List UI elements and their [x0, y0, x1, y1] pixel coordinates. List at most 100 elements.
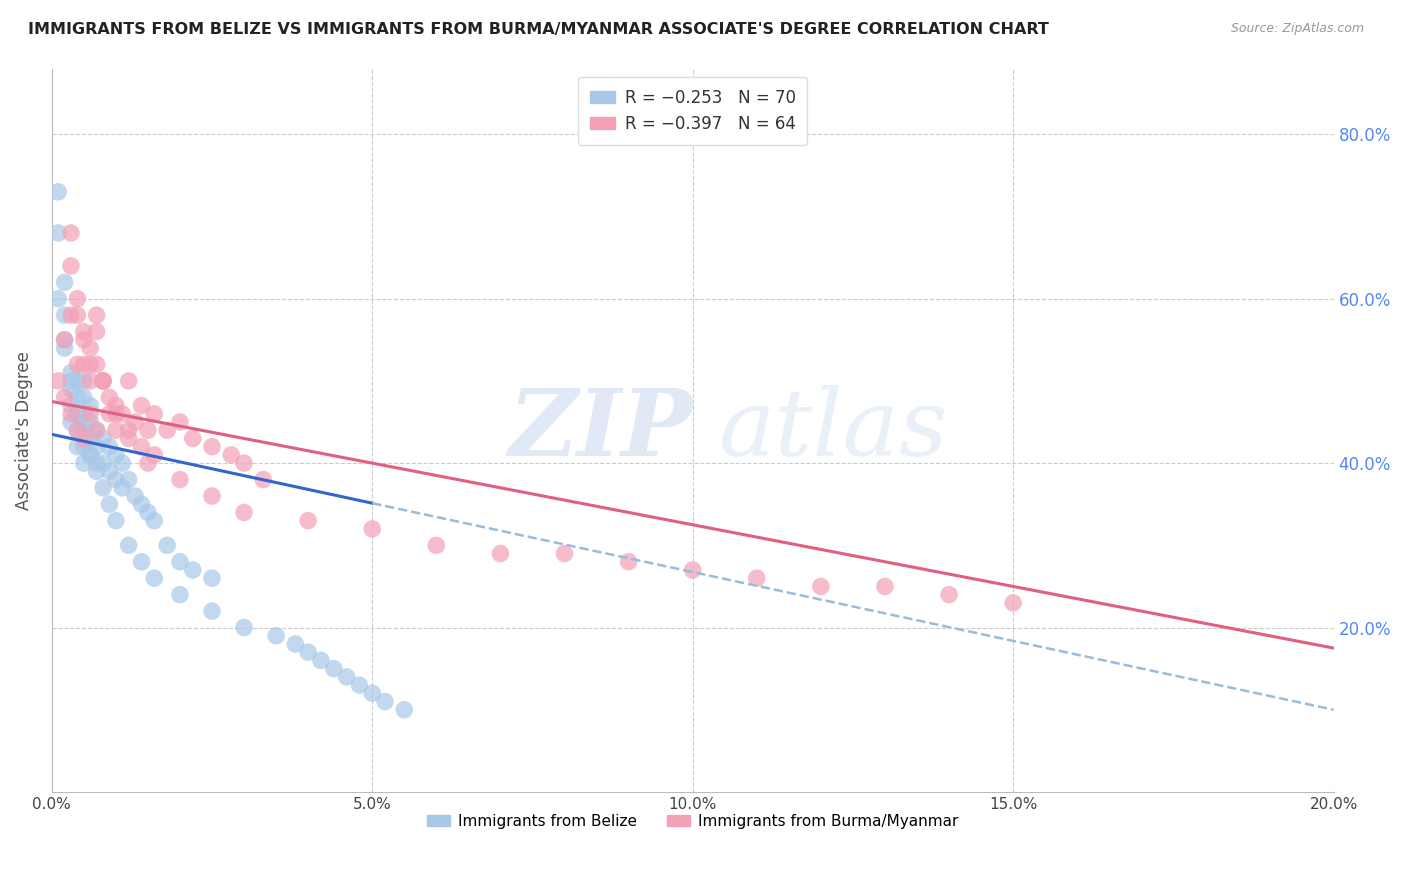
Point	[86, 308, 108, 322]
Point	[349, 678, 371, 692]
Point	[73, 432, 96, 446]
Point	[361, 686, 384, 700]
Point	[131, 555, 153, 569]
Point	[46, 185, 69, 199]
Point	[136, 423, 159, 437]
Point	[181, 563, 204, 577]
Point	[98, 440, 121, 454]
Point	[169, 473, 191, 487]
Point	[156, 538, 179, 552]
Point	[73, 407, 96, 421]
Point	[124, 489, 146, 503]
Point	[169, 588, 191, 602]
Point	[91, 374, 114, 388]
Point	[79, 432, 101, 446]
Y-axis label: Associate's Degree: Associate's Degree	[15, 351, 32, 509]
Point	[59, 407, 82, 421]
Point	[201, 604, 224, 618]
Point	[124, 415, 146, 429]
Point	[361, 522, 384, 536]
Point	[136, 505, 159, 519]
Point	[252, 473, 274, 487]
Point	[66, 390, 89, 404]
Point	[73, 358, 96, 372]
Point	[394, 703, 416, 717]
Point	[91, 432, 114, 446]
Point	[59, 374, 82, 388]
Point	[59, 415, 82, 429]
Point	[66, 407, 89, 421]
Point	[73, 374, 96, 388]
Point	[98, 464, 121, 478]
Point	[98, 390, 121, 404]
Point	[131, 440, 153, 454]
Point	[91, 481, 114, 495]
Point	[233, 621, 256, 635]
Point	[66, 308, 89, 322]
Point	[53, 333, 76, 347]
Point	[938, 588, 960, 602]
Point	[111, 456, 134, 470]
Point	[284, 637, 307, 651]
Point	[86, 456, 108, 470]
Point	[201, 571, 224, 585]
Point	[66, 292, 89, 306]
Point	[201, 440, 224, 454]
Point	[73, 325, 96, 339]
Point	[53, 275, 76, 289]
Point	[104, 407, 127, 421]
Point	[73, 423, 96, 437]
Point	[59, 259, 82, 273]
Point	[118, 423, 141, 437]
Point	[118, 432, 141, 446]
Point	[86, 358, 108, 372]
Point	[91, 374, 114, 388]
Point	[131, 399, 153, 413]
Point	[617, 555, 640, 569]
Point	[682, 563, 704, 577]
Point	[156, 423, 179, 437]
Point	[118, 374, 141, 388]
Point	[297, 514, 319, 528]
Point	[374, 694, 396, 708]
Point	[489, 547, 512, 561]
Point	[745, 571, 768, 585]
Point	[79, 448, 101, 462]
Point	[111, 407, 134, 421]
Point	[79, 358, 101, 372]
Point	[136, 456, 159, 470]
Point	[86, 464, 108, 478]
Point	[91, 456, 114, 470]
Point	[59, 399, 82, 413]
Text: IMMIGRANTS FROM BELIZE VS IMMIGRANTS FROM BURMA/MYANMAR ASSOCIATE'S DEGREE CORRE: IMMIGRANTS FROM BELIZE VS IMMIGRANTS FRO…	[28, 22, 1049, 37]
Point	[143, 571, 166, 585]
Point	[553, 547, 575, 561]
Point	[201, 489, 224, 503]
Point	[66, 423, 89, 437]
Point	[53, 390, 76, 404]
Point	[66, 423, 89, 437]
Point	[46, 374, 69, 388]
Point	[104, 514, 127, 528]
Point	[66, 440, 89, 454]
Point	[233, 505, 256, 519]
Point	[118, 538, 141, 552]
Point	[118, 473, 141, 487]
Point	[66, 358, 89, 372]
Point	[73, 456, 96, 470]
Point	[86, 325, 108, 339]
Point	[264, 629, 287, 643]
Point	[104, 423, 127, 437]
Point	[104, 448, 127, 462]
Point	[46, 292, 69, 306]
Point	[73, 333, 96, 347]
Point	[59, 308, 82, 322]
Point	[297, 645, 319, 659]
Point	[336, 670, 359, 684]
Point	[98, 407, 121, 421]
Point	[219, 448, 242, 462]
Point	[131, 497, 153, 511]
Text: Source: ZipAtlas.com: Source: ZipAtlas.com	[1230, 22, 1364, 36]
Point	[104, 473, 127, 487]
Point	[91, 374, 114, 388]
